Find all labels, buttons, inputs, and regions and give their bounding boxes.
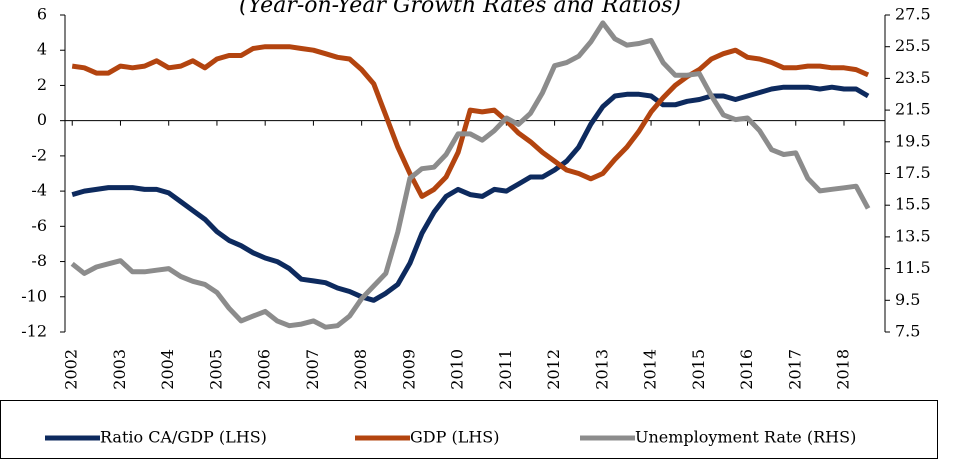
y2-tick-label: 9.5 (895, 290, 920, 309)
x-tick-label: 2008 (351, 349, 370, 390)
series-line (71, 84, 870, 303)
y-tick-label: -10 (21, 286, 47, 305)
y2-tick-label: 25.5 (895, 36, 931, 55)
x-tick-label: 2007 (303, 349, 322, 390)
y2-tick-label: 15.5 (895, 195, 931, 214)
y-tick-label: 0 (37, 110, 47, 129)
x-tick-label: 2005 (206, 349, 225, 390)
x-tick-label: 2017 (785, 349, 804, 390)
y2-tick-label: 11.5 (895, 258, 931, 277)
x-tick-label: 2018 (834, 349, 853, 390)
y-tick-label: -6 (31, 216, 47, 235)
y-tick-label: -4 (31, 181, 47, 200)
x-tick-label: 2012 (544, 349, 563, 390)
y2-tick-label: 21.5 (895, 100, 931, 119)
x-tick-label: 2003 (110, 349, 129, 390)
x-tick-label: 2002 (62, 349, 81, 390)
series-line (70, 20, 871, 330)
legend-label: Ratio CA/GDP (LHS) (100, 428, 267, 447)
x-tick-label: 2016 (737, 349, 756, 390)
x-tick-label: 2013 (592, 349, 611, 390)
y-tick-label: -8 (31, 251, 47, 270)
x-tick-label: 2011 (496, 349, 515, 390)
legend-label: GDP (LHS) (410, 428, 499, 447)
series-line (71, 44, 870, 199)
y-tick-label: 4 (37, 40, 47, 59)
y2-tick-label: 27.5 (895, 5, 931, 24)
y2-tick-label: 17.5 (895, 163, 931, 182)
x-tick-label: 2004 (158, 349, 177, 390)
x-tick-label: 2009 (399, 349, 418, 390)
x-tick-label: 2014 (641, 349, 660, 390)
y2-tick-label: 23.5 (895, 68, 931, 87)
y2-tick-label: 19.5 (895, 131, 931, 150)
y-tick-label: -2 (31, 145, 47, 164)
legend-box (0, 400, 938, 459)
x-tick-label: 2006 (255, 349, 274, 390)
y-tick-label: -12 (21, 322, 47, 341)
y-tick-label: 6 (37, 5, 47, 24)
y2-tick-label: 7.5 (895, 322, 920, 341)
legend-label: Unemployment Rate (RHS) (635, 428, 856, 447)
x-tick-label: 2015 (689, 349, 708, 390)
y2-tick-label: 13.5 (895, 226, 931, 245)
x-tick-label: 2010 (448, 349, 467, 390)
y-tick-label: 2 (37, 75, 47, 94)
chart-title: (Year-on-Year Growth Rates and Ratios) (239, 0, 681, 18)
